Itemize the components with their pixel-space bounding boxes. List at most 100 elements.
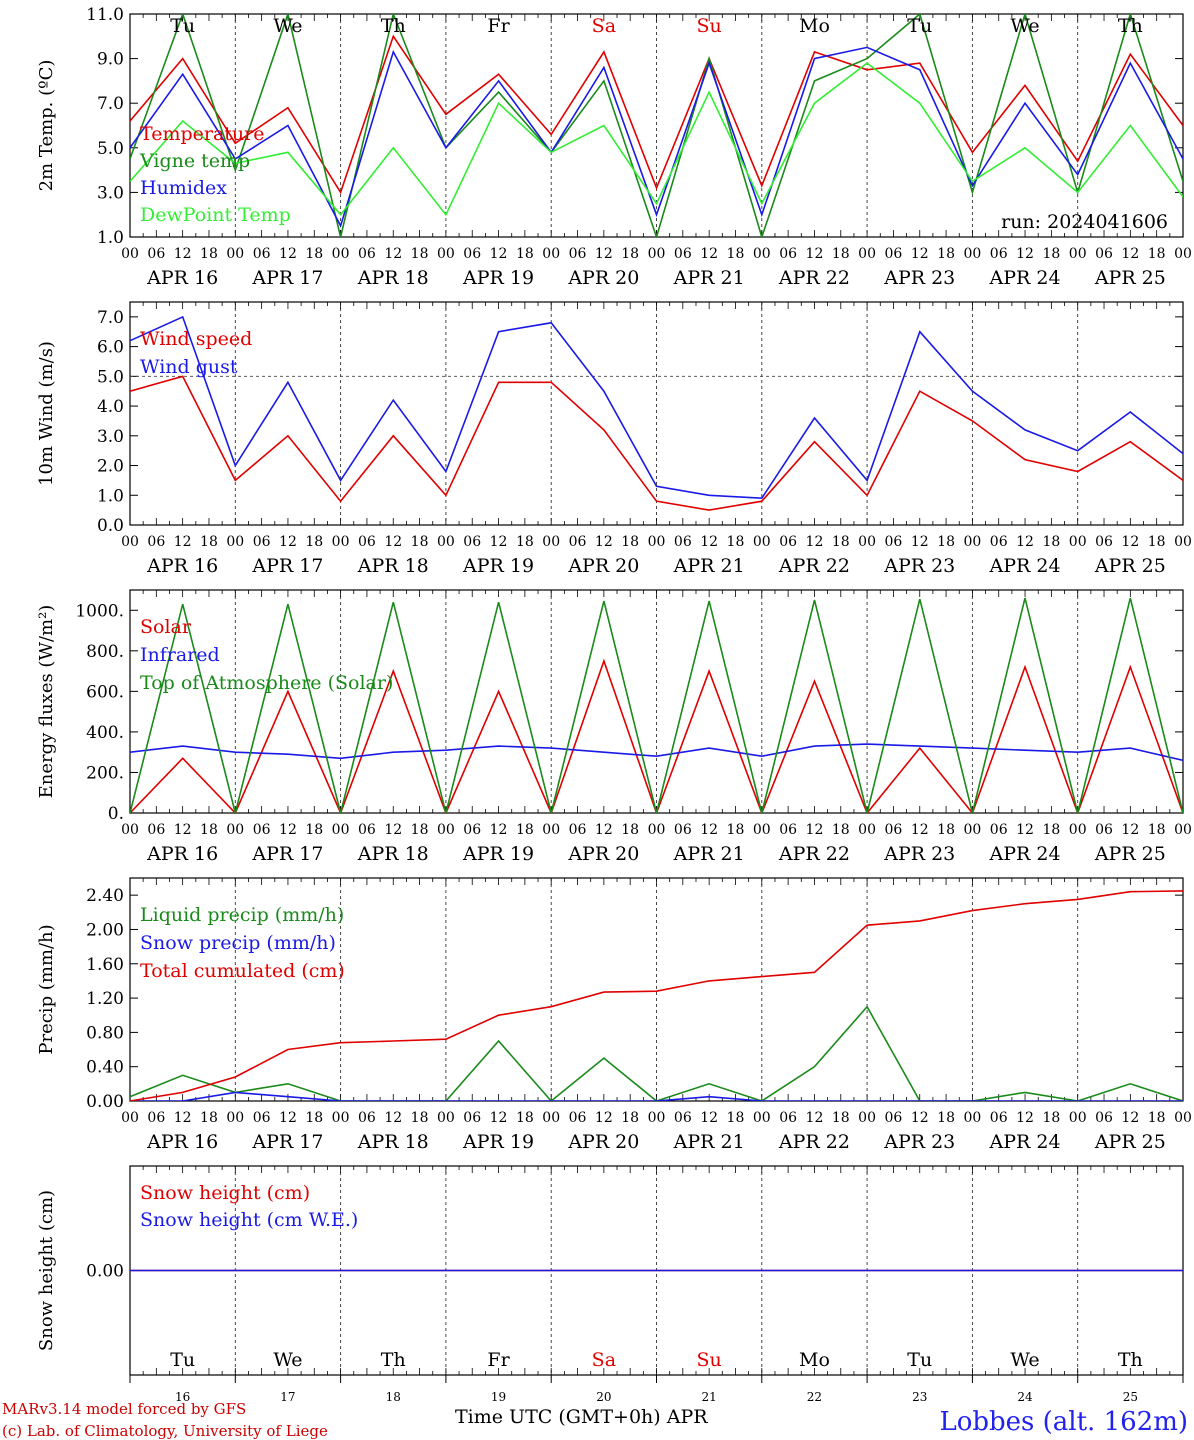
panel-3: 0. 200. 400. 600. 800. 1000. Energy fluxes (W/… [36, 589, 1192, 865]
hour-tick-label: 00 [226, 246, 244, 262]
y-tick-label: 5.0 [97, 367, 124, 387]
hour-tick-label: 06 [990, 534, 1008, 550]
day-number-label: 24 [1017, 1390, 1033, 1404]
hour-tick-label: 18 [200, 1110, 218, 1126]
day-number-label: 18 [386, 1390, 401, 1404]
date-label: APR 21 [673, 1131, 745, 1153]
y-tick-label: 2.00 [86, 920, 124, 940]
weekday-label: Th [1118, 1349, 1143, 1371]
hour-tick-label: 12 [384, 246, 402, 262]
hour-tick-label: 18 [1042, 246, 1060, 262]
weekday-label: Sa [592, 15, 616, 37]
series-line-total-cumulated-cm [130, 890, 1183, 1101]
hour-tick-label: 00 [753, 822, 771, 838]
hour-tick-label: 18 [411, 822, 429, 838]
hour-tick-label: 12 [279, 246, 297, 262]
date-label: APR 20 [567, 1131, 639, 1153]
hour-tick-label: 18 [727, 534, 745, 550]
series-line-vigne-temp [130, 14, 1183, 237]
hour-tick-label: 00 [226, 534, 244, 550]
hour-tick-label: 18 [1148, 1110, 1166, 1126]
lab-credit: (c) Lab. of Climatology, University of L… [2, 1422, 328, 1440]
plot-frame [129, 589, 1184, 814]
hour-tick-label: 18 [937, 1110, 955, 1126]
date-label: APR 22 [778, 843, 850, 865]
y-tick-label: 1.20 [86, 989, 124, 1009]
hour-tick-label: 00 [332, 246, 350, 262]
y-axis-label: 10m Wind (m/s) [36, 341, 57, 486]
hour-tick-label: 06 [779, 1110, 797, 1126]
hour-tick-label: 06 [779, 246, 797, 262]
hour-tick-label: 12 [490, 534, 508, 550]
y-axis-label: Energy fluxes (W/m²) [36, 605, 57, 799]
hour-tick-label: 12 [806, 822, 824, 838]
hour-tick-label: 00 [542, 1110, 560, 1126]
hour-tick-label: 06 [990, 1110, 1008, 1126]
y-tick-label: 1.0 [97, 486, 124, 506]
hour-tick-label: 12 [490, 1110, 508, 1126]
hour-tick-label: 06 [990, 246, 1008, 262]
series-line-snow-precip-mm-h [130, 1091, 1183, 1101]
y-tick-label: 400. [86, 723, 124, 743]
hour-tick-label: 12 [806, 534, 824, 550]
hour-tick-label: 00 [963, 246, 981, 262]
date-label: APR 18 [357, 1131, 429, 1153]
hour-tick-label: 06 [779, 534, 797, 550]
hour-tick-label: 00 [1069, 1110, 1087, 1126]
hour-tick-label: 12 [595, 534, 613, 550]
hour-tick-label: 12 [384, 1110, 402, 1126]
date-label: APR 25 [1094, 555, 1166, 577]
hour-tick-label: 12 [490, 822, 508, 838]
weekday-label: Mo [799, 1349, 830, 1371]
hour-tick-label: 18 [516, 246, 534, 262]
hour-tick-label: 18 [621, 822, 639, 838]
hour-tick-label: 12 [700, 534, 718, 550]
hour-tick-label: 00 [753, 1110, 771, 1126]
weekday-label: We [1010, 1349, 1039, 1371]
hour-tick-label: 12 [1121, 1110, 1139, 1126]
hour-tick-label: 00 [437, 1110, 455, 1126]
hour-tick-label: 00 [753, 246, 771, 262]
hour-tick-label: 12 [1121, 246, 1139, 262]
hour-tick-label: 00 [1069, 534, 1087, 550]
hour-tick-label: 18 [832, 1110, 850, 1126]
hour-tick-label: 12 [806, 1110, 824, 1126]
hour-tick-label: 12 [279, 822, 297, 838]
hour-tick-label: 00 [332, 822, 350, 838]
hour-tick-label: 18 [1042, 534, 1060, 550]
hour-tick-label: 06 [147, 822, 165, 838]
weekday-label: Tu [907, 1349, 932, 1371]
hour-tick-label: 18 [937, 534, 955, 550]
weekday-label: We [273, 15, 302, 37]
date-label: APR 21 [673, 555, 745, 577]
hour-tick-label: 12 [911, 534, 929, 550]
hour-tick-label: 06 [885, 822, 903, 838]
hour-tick-label: 06 [1095, 534, 1113, 550]
hour-tick-label: 00 [648, 534, 666, 550]
legend-entry: Wind speed [140, 328, 252, 350]
date-label: APR 16 [146, 267, 218, 289]
date-label: APR 18 [357, 267, 429, 289]
time-axis-label: Time UTC (GMT+0h) APR [455, 1406, 708, 1428]
legend-entry: Infrared [140, 644, 220, 666]
hour-tick-label: 18 [200, 246, 218, 262]
hour-tick-label: 06 [569, 822, 587, 838]
hour-tick-label: 06 [463, 534, 481, 550]
hour-tick-label: 06 [358, 246, 376, 262]
hour-tick-label: 12 [911, 1110, 929, 1126]
series-line-dewpoint-temp [130, 62, 1183, 217]
y-tick-label: 4.0 [97, 397, 124, 417]
hour-tick-label: 12 [595, 822, 613, 838]
date-label: APR 21 [673, 843, 745, 865]
y-tick-label: 9.0 [97, 50, 124, 70]
y-tick-label: 7.0 [97, 308, 124, 328]
y-axis-label: 2m Temp. (ºC) [36, 60, 57, 192]
panel-1: 1.0 3.0 5.0 7.0 9.0 11.0 2m Temp. (ºC) Temperat… [36, 5, 1192, 289]
y-tick-label: 2.0 [97, 457, 124, 477]
hour-tick-label: 18 [1148, 534, 1166, 550]
hour-tick-label: 12 [911, 246, 929, 262]
series-line-infrared [130, 743, 1183, 762]
date-label: APR 19 [462, 267, 534, 289]
panel-2: 0.0 1.0 2.0 3.0 4.0 5.0 6.0 7.0 10m Wind (m/s) Wi… [36, 301, 1192, 577]
hour-tick-label: 00 [121, 822, 139, 838]
